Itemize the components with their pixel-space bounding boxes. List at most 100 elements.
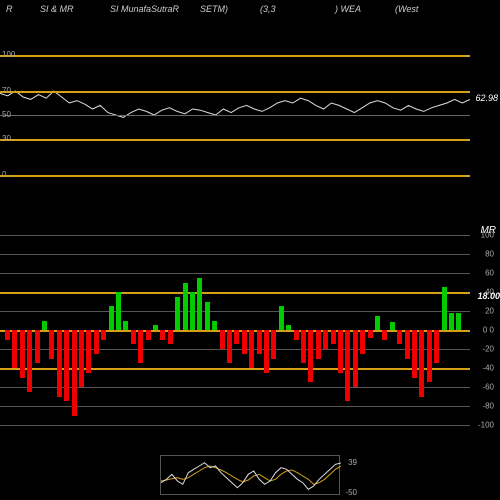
mr-ylabel: -20 (482, 345, 494, 354)
mr-bar (64, 330, 69, 401)
mr-bar (331, 330, 336, 344)
mr-ylabel: -100 (478, 421, 494, 430)
mr-gridline (0, 273, 470, 274)
mr-gridline (0, 387, 470, 388)
mr-bar (360, 330, 365, 354)
mr-bar (375, 316, 380, 330)
mr-ylabel: -80 (482, 402, 494, 411)
mr-bar (382, 330, 387, 340)
mr-bar (227, 330, 232, 363)
mr-bar (353, 330, 358, 387)
mr-bar (286, 325, 291, 330)
mr-bar (109, 306, 114, 330)
mr-bar (5, 330, 10, 340)
mr-bar (220, 330, 225, 349)
rsi-ylabel: 0 (2, 170, 6, 179)
header-label: R (6, 4, 13, 14)
mr-bar (279, 306, 284, 330)
mr-bar (20, 330, 25, 378)
mr-bar (131, 330, 136, 344)
rsi-panel: 100705030062.98 (0, 55, 470, 175)
rsi-gridline (0, 91, 470, 93)
mini-ylabel: 39 (348, 458, 357, 467)
mr-bar (368, 330, 373, 338)
mr-bar (183, 283, 188, 331)
mr-ylabel: 20 (485, 307, 494, 316)
mr-ylabel: 100 (481, 231, 494, 240)
mr-bar (72, 330, 77, 416)
mr-bar (27, 330, 32, 392)
header-label: SI & MR (40, 4, 74, 14)
mr-gridline (0, 425, 470, 426)
rsi-ylabel: 70 (2, 86, 11, 95)
mr-bar (308, 330, 313, 382)
mr-ylabel: 60 (485, 269, 494, 278)
mr-bar (42, 321, 47, 331)
mr-bar (12, 330, 17, 368)
mr-gridline (0, 311, 470, 312)
mr-bar (79, 330, 84, 387)
mr-bar (205, 302, 210, 331)
mr-bar (338, 330, 343, 373)
mr-gridline (0, 235, 470, 236)
mr-bar (456, 313, 461, 330)
mr-gridline (0, 254, 470, 255)
rsi-current-value: 62.98 (475, 93, 498, 103)
mr-bar (397, 330, 402, 344)
mr-bar (449, 313, 454, 330)
mr-bar (316, 330, 321, 359)
mr-bar (160, 330, 165, 340)
mr-bar (86, 330, 91, 373)
rsi-ylabel: 50 (2, 110, 11, 119)
mr-bar (49, 330, 54, 359)
mr-bar (146, 330, 151, 340)
mr-ylabel: -60 (482, 383, 494, 392)
mr-bar (434, 330, 439, 363)
mr-bar (419, 330, 424, 397)
mr-hilite-line (0, 368, 470, 370)
mr-gridline (0, 406, 470, 407)
rsi-gridline (0, 139, 470, 141)
rsi-ylabel: 30 (2, 134, 11, 143)
rsi-ylabel: 100 (2, 50, 15, 59)
mini-panel: 39-50 (160, 455, 340, 495)
mr-bar (405, 330, 410, 359)
mr-bar (94, 330, 99, 354)
mr-bar (257, 330, 262, 354)
header-label: ) WEA (335, 4, 361, 14)
mr-bar (412, 330, 417, 378)
mr-bar (301, 330, 306, 363)
rsi-gridline (0, 175, 470, 177)
header-label: SETM) (200, 4, 228, 14)
header-label: (West (395, 4, 418, 14)
mr-bar (57, 330, 62, 397)
mr-hilite-line (0, 292, 470, 294)
mr-panel: MR 100806040200 0-20-40-60-80-10018.00 (0, 235, 470, 425)
mr-current-value: 18.00 (477, 291, 500, 301)
mr-gridline (0, 349, 470, 350)
mr-bar (35, 330, 40, 363)
rsi-gridline (0, 55, 470, 57)
mr-bar (271, 330, 276, 359)
mr-bar (116, 292, 121, 330)
mr-bar (442, 287, 447, 330)
mr-bar (123, 321, 128, 331)
mr-bar (249, 330, 254, 368)
rsi-midline (0, 115, 470, 116)
mr-bar (242, 330, 247, 354)
mr-bar (190, 292, 195, 330)
mr-bar (138, 330, 143, 363)
mr-bar (197, 278, 202, 330)
header-label: (3,3 (260, 4, 276, 14)
mini-line-chart (161, 456, 341, 496)
mr-ylabel: 80 (485, 250, 494, 259)
mr-bar (345, 330, 350, 401)
mr-ylabel: 0 0 (483, 326, 494, 335)
mr-bar (323, 330, 328, 349)
header-labels: RSI & MRSI MunafaSutraRSETM)(3,3) WEA(We… (0, 4, 500, 20)
mini-ylabel: -50 (345, 488, 357, 497)
mr-bar (427, 330, 432, 382)
mr-bar (168, 330, 173, 344)
mr-bar (175, 297, 180, 330)
mr-ylabel: -40 (482, 364, 494, 373)
